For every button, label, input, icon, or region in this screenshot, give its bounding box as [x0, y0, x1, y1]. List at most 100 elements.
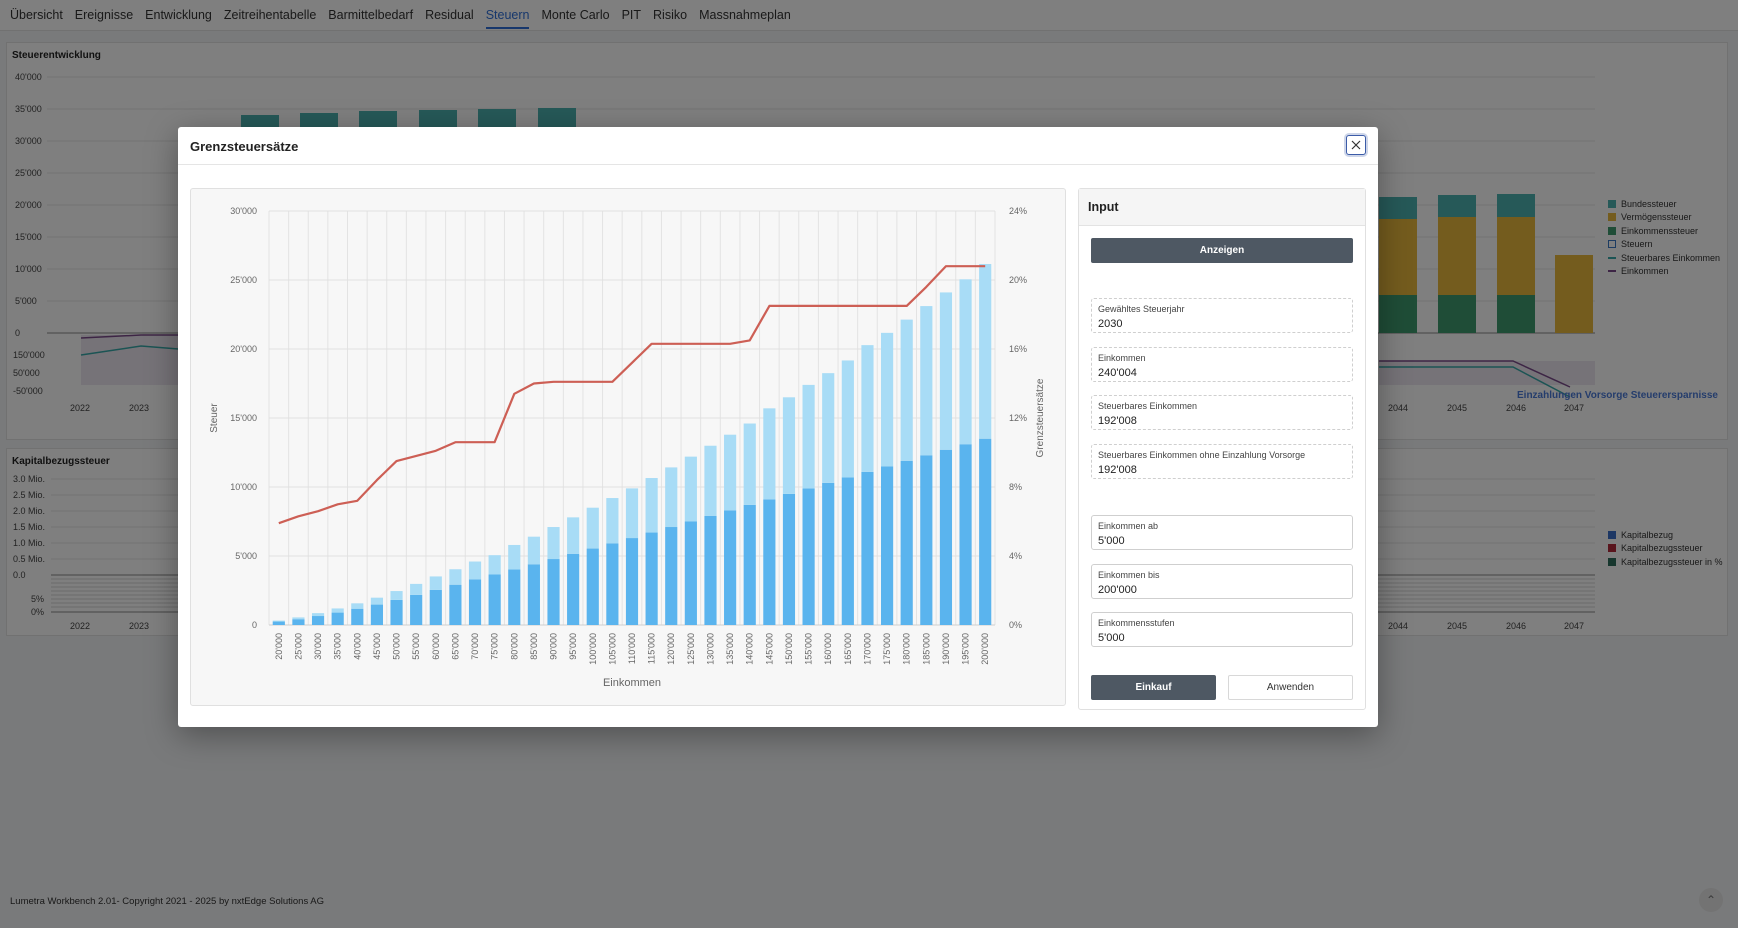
field-einkommen-bis[interactable]: Einkommen bis 200'000 — [1091, 564, 1353, 599]
bar-lower[interactable] — [331, 612, 344, 625]
bar-lower[interactable] — [488, 574, 501, 625]
bar-lower[interactable] — [390, 599, 403, 625]
bar-upper[interactable] — [547, 527, 560, 560]
bar-lower[interactable] — [567, 553, 580, 625]
field-label: Steuerbares Einkommen ohne Einzahlung Vo… — [1098, 450, 1306, 460]
x-tick-label: 95'000 — [568, 633, 578, 660]
bar-lower[interactable] — [272, 621, 285, 625]
bar-upper[interactable] — [567, 517, 580, 554]
bar-upper[interactable] — [704, 445, 717, 516]
x-tick-label: 170'000 — [862, 633, 872, 665]
bar-lower[interactable] — [782, 493, 796, 625]
bar-upper[interactable] — [488, 555, 501, 575]
bar-upper[interactable] — [802, 384, 815, 489]
bar-lower[interactable] — [370, 604, 384, 625]
bar-upper[interactable] — [606, 498, 619, 544]
bar-upper[interactable] — [920, 306, 933, 456]
field-einkommen-ab[interactable]: Einkommen ab 5'000 — [1091, 515, 1353, 550]
bar-upper[interactable] — [959, 279, 972, 445]
bar-upper[interactable] — [351, 603, 364, 609]
bar-upper[interactable] — [939, 292, 953, 450]
x-axis-title: Einkommen — [603, 677, 661, 689]
bar-upper[interactable] — [331, 608, 344, 613]
bar-upper[interactable] — [449, 569, 462, 585]
x-tick-label: 155'000 — [804, 633, 814, 665]
bar-upper[interactable] — [586, 507, 599, 549]
bar-lower[interactable] — [547, 559, 560, 625]
bar-upper[interactable] — [468, 561, 482, 580]
bar-upper[interactable] — [370, 597, 384, 605]
bar-lower[interactable] — [763, 499, 776, 625]
bar-lower[interactable] — [429, 589, 442, 625]
bar-lower[interactable] — [351, 608, 364, 625]
marginal-rate-line[interactable] — [278, 265, 986, 525]
dialog-header: Grenzsteuersätze — [178, 127, 1378, 165]
field-value: 192'008 — [1098, 464, 1137, 476]
field-einkommensstufen[interactable]: Einkommensstufen 5'000 — [1091, 612, 1353, 647]
bar-lower[interactable] — [311, 616, 325, 625]
bar-upper[interactable] — [880, 332, 894, 467]
bar-lower[interactable] — [527, 564, 540, 625]
bar-upper[interactable] — [822, 373, 835, 483]
bar-upper[interactable] — [645, 478, 658, 533]
bar-lower[interactable] — [586, 548, 599, 625]
bar-lower[interactable] — [449, 584, 462, 625]
bar-lower[interactable] — [468, 579, 482, 625]
show-button[interactable]: Anzeigen — [1091, 238, 1353, 263]
bar-upper[interactable] — [979, 263, 992, 439]
bar-lower[interactable] — [939, 449, 953, 625]
bar-upper[interactable] — [311, 613, 325, 617]
bar-lower[interactable] — [684, 521, 697, 626]
bar-lower[interactable] — [822, 482, 835, 625]
close-button[interactable] — [1346, 135, 1366, 155]
bar-lower[interactable] — [704, 515, 717, 625]
bar-lower[interactable] — [743, 504, 756, 625]
field-value[interactable]: 200'000 — [1098, 584, 1137, 596]
buy-in-button[interactable]: Einkauf — [1091, 675, 1216, 700]
bar-upper[interactable] — [900, 319, 913, 461]
bar-lower[interactable] — [841, 477, 854, 625]
bar-upper[interactable] — [390, 591, 403, 600]
y2-tick-label: 4% — [1009, 551, 1022, 561]
bar-lower[interactable] — [861, 471, 874, 625]
bar-upper[interactable] — [429, 576, 442, 590]
bar-upper[interactable] — [763, 408, 776, 500]
bar-upper[interactable] — [743, 423, 756, 505]
bar-lower[interactable] — [410, 594, 423, 625]
field-value: 240'004 — [1098, 367, 1137, 379]
bar-lower[interactable] — [979, 438, 992, 625]
bar-lower[interactable] — [625, 538, 639, 625]
bar-upper[interactable] — [665, 467, 678, 528]
bar-lower[interactable] — [645, 532, 658, 625]
y2-tick-label: 16% — [1009, 344, 1027, 354]
bar-upper[interactable] — [782, 397, 796, 494]
bar-upper[interactable] — [508, 544, 521, 570]
bar-upper[interactable] — [272, 620, 285, 622]
field-value[interactable]: 5'000 — [1098, 535, 1125, 547]
apply-button[interactable]: Anwenden — [1228, 675, 1353, 700]
bar-lower[interactable] — [920, 455, 933, 625]
bar-upper[interactable] — [724, 434, 737, 511]
bar-upper[interactable] — [410, 583, 423, 595]
x-tick-label: 55'000 — [411, 633, 421, 660]
bar-lower[interactable] — [724, 510, 737, 625]
bar-lower[interactable] — [606, 543, 619, 625]
bar-lower[interactable] — [880, 466, 894, 625]
bar-lower[interactable] — [802, 488, 815, 625]
bar-upper[interactable] — [625, 488, 639, 539]
bar-upper[interactable] — [861, 345, 874, 472]
bar-lower[interactable] — [900, 460, 913, 625]
bar-lower[interactable] — [665, 527, 678, 625]
x-tick-label: 115'000 — [647, 633, 657, 664]
bar-upper[interactable] — [684, 456, 697, 522]
dialog-title: Grenzsteuersätze — [190, 139, 299, 154]
y-tick-label: 30'000 — [230, 206, 257, 216]
bar-upper[interactable] — [527, 536, 540, 565]
bar-lower[interactable] — [292, 619, 305, 625]
field-value[interactable]: 5'000 — [1098, 632, 1125, 644]
y2-tick-label: 24% — [1009, 206, 1027, 216]
bar-upper[interactable] — [841, 360, 854, 478]
bar-upper[interactable] — [292, 617, 305, 620]
bar-lower[interactable] — [508, 569, 521, 625]
bar-lower[interactable] — [959, 444, 972, 625]
